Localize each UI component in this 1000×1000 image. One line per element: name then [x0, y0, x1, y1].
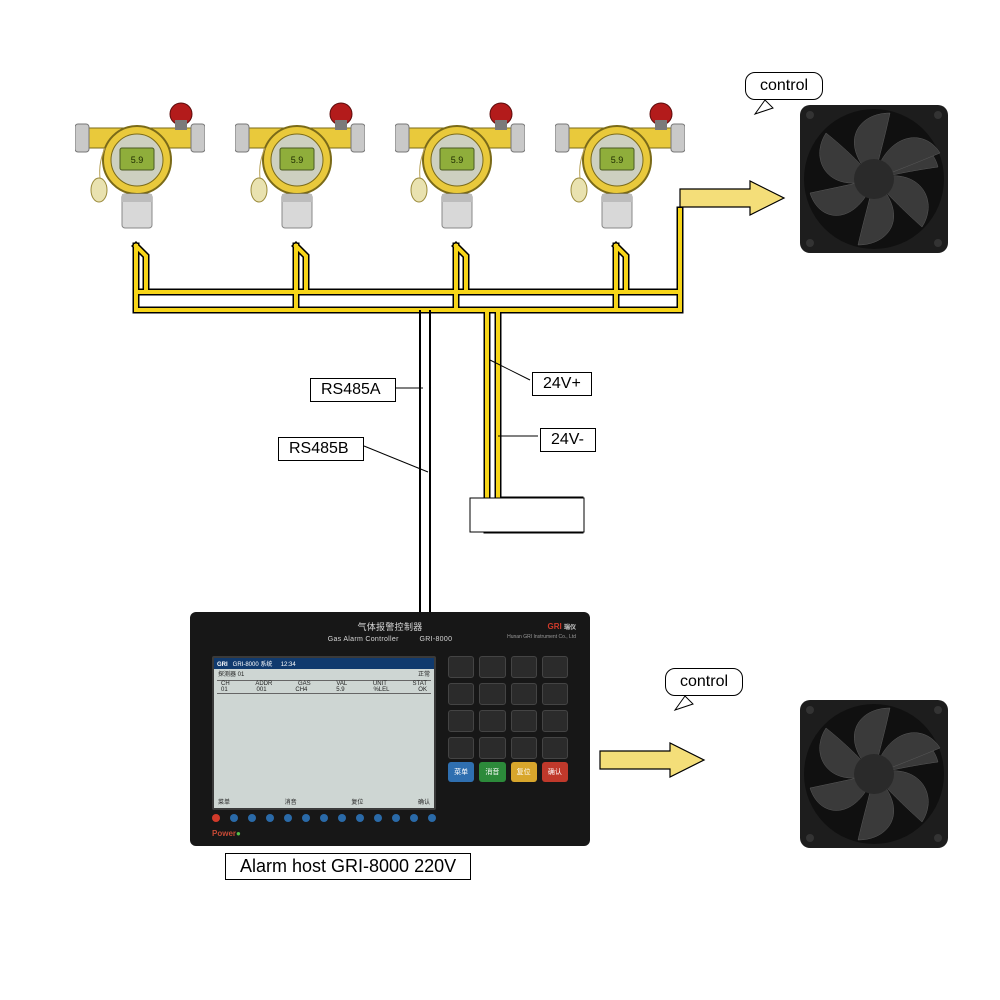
keypad-key-6[interactable]: [511, 683, 537, 705]
fkey-reset[interactable]: 复位: [511, 762, 537, 782]
keypad-key-0[interactable]: [448, 656, 474, 678]
keypad-key-8[interactable]: [448, 710, 474, 732]
yellow-bus: [136, 210, 680, 530]
control-callout-2: control: [665, 668, 743, 696]
diagram-stage: { "canvas": {"w":1000,"h":1000,"bg":"#ff…: [0, 0, 1000, 1000]
controller-function-keys[interactable]: 菜单 消音 复位 确认: [448, 762, 568, 782]
controller-leds: [212, 814, 436, 822]
gas-detector-4: [555, 100, 685, 245]
keypad-key-13[interactable]: [479, 737, 505, 759]
controller-screen: GRI GRI-8000 系统 12:34 探测器 01正常 CHADDRGAS…: [212, 656, 436, 810]
keypad-key-10[interactable]: [511, 710, 537, 732]
keypad-key-7[interactable]: [542, 683, 568, 705]
alarm-controller: 气体报警控制器 Gas Alarm Controller GRI-8000 GR…: [190, 612, 590, 846]
keypad-key-9[interactable]: [479, 710, 505, 732]
controller-keypad[interactable]: [448, 656, 568, 759]
fkey-confirm[interactable]: 确认: [542, 762, 568, 782]
label-rs485a: RS485A: [310, 378, 396, 402]
gas-detector-2: [235, 100, 365, 245]
keypad-key-4[interactable]: [448, 683, 474, 705]
fkey-mute[interactable]: 消音: [479, 762, 505, 782]
keypad-key-14[interactable]: [511, 737, 537, 759]
controller-caption: Alarm host GRI-8000 220V: [225, 853, 471, 880]
keypad-key-15[interactable]: [542, 737, 568, 759]
control-callout-1: control: [745, 72, 823, 100]
controller-brand: GRI 瑞仪: [548, 622, 576, 631]
keypad-key-1[interactable]: [479, 656, 505, 678]
exhaust-fan-2: [800, 700, 948, 848]
keypad-key-3[interactable]: [542, 656, 568, 678]
keypad-key-5[interactable]: [479, 683, 505, 705]
gas-detector-1: [75, 100, 205, 245]
controller-power-label: Power●: [212, 829, 241, 838]
label-v24m: 24V-: [540, 428, 596, 452]
exhaust-fan-1: [800, 105, 948, 253]
gas-detector-3: [395, 100, 525, 245]
keypad-key-11[interactable]: [542, 710, 568, 732]
controller-subbrand: Hunan GRI Instrument Co., Ltd: [507, 634, 576, 640]
fkey-menu[interactable]: 菜单: [448, 762, 474, 782]
keypad-key-12[interactable]: [448, 737, 474, 759]
label-v24p: 24V+: [532, 372, 592, 396]
keypad-key-2[interactable]: [511, 656, 537, 678]
label-rs485b: RS485B: [278, 437, 364, 461]
